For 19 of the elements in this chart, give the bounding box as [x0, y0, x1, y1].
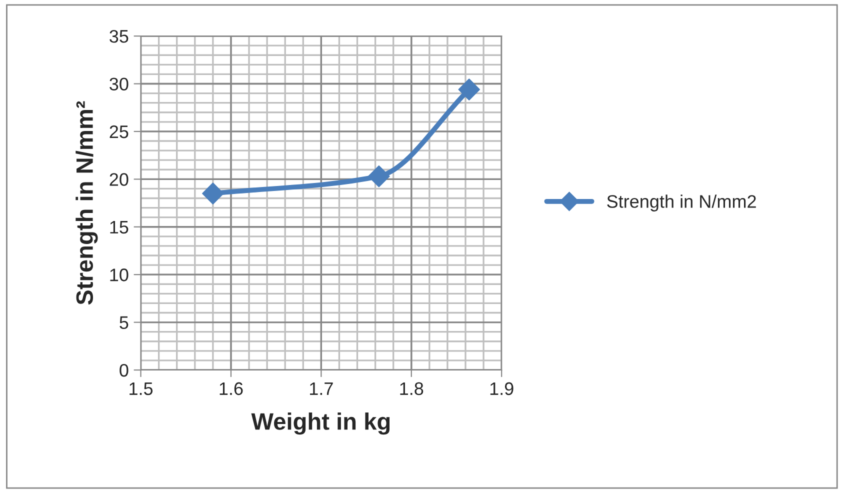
y-tick-label: 10: [110, 268, 128, 282]
y-axis-title: Strength in N/mm²: [76, 101, 98, 305]
x-tick-label: 1.6: [220, 382, 243, 396]
x-tick-label: 1.7: [310, 382, 333, 395]
y-tick-label: 30: [110, 78, 128, 90]
y-tick-label: 25: [110, 125, 128, 138]
x-tick-label: 1.9: [490, 382, 514, 396]
legend-label: Strength in N/mm2: [607, 194, 756, 212]
y-tick-label: 0: [120, 364, 128, 377]
point: [202, 182, 224, 204]
y-tick-label: 35: [110, 30, 128, 43]
x-tick-label: 1.5: [130, 382, 153, 396]
x-axis-title: Weight in kg: [251, 412, 390, 435]
point: [368, 165, 390, 188]
y-tick-label: 5: [120, 316, 128, 330]
y-tick-label: 15: [110, 221, 128, 234]
y-tick-label: 20: [110, 173, 128, 186]
x-tick-label: 1.8: [400, 382, 424, 396]
point: [458, 78, 480, 100]
